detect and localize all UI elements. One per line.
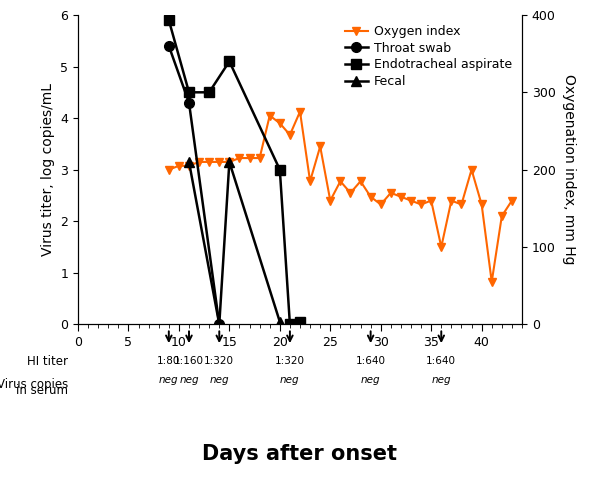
Text: in serum: in serum xyxy=(16,384,68,397)
Text: neg: neg xyxy=(280,375,300,385)
Text: 1:640: 1:640 xyxy=(426,356,456,366)
Legend: Oxygen index, Throat swab, Endotracheal aspirate, Fecal: Oxygen index, Throat swab, Endotracheal … xyxy=(341,21,516,92)
Text: neg: neg xyxy=(361,375,380,385)
Text: 1:160: 1:160 xyxy=(174,356,204,366)
Text: neg: neg xyxy=(159,375,179,385)
Text: neg: neg xyxy=(179,375,199,385)
Text: HI titer: HI titer xyxy=(27,355,68,368)
Text: 1:80: 1:80 xyxy=(157,356,181,366)
Text: 1:320: 1:320 xyxy=(204,356,234,366)
X-axis label: Days after onset: Days after onset xyxy=(203,444,398,464)
Text: Virus copies: Virus copies xyxy=(0,378,68,391)
Text: neg: neg xyxy=(209,375,229,385)
Text: neg: neg xyxy=(431,375,451,385)
Text: 1:320: 1:320 xyxy=(275,356,305,366)
Y-axis label: Virus titer, log copies/mL: Virus titer, log copies/mL xyxy=(41,83,55,256)
Y-axis label: Oxygenation index, mm Hg: Oxygenation index, mm Hg xyxy=(562,74,577,265)
Text: 1:640: 1:640 xyxy=(356,356,386,366)
